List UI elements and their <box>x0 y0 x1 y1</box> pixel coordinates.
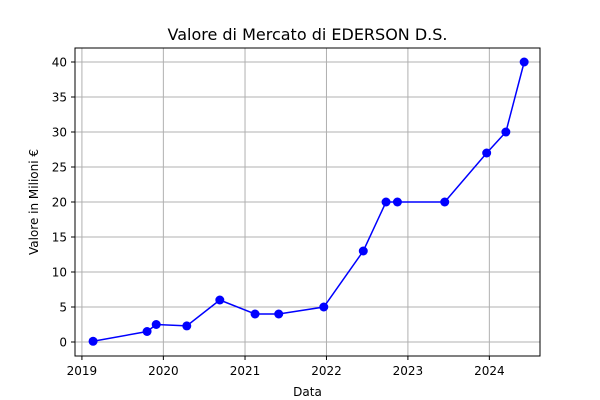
y-tick-label: 30 <box>52 126 67 140</box>
data-point-marker <box>501 127 511 137</box>
data-point-marker <box>392 197 402 207</box>
y-axis-title: Valore in Milioni € <box>27 149 41 255</box>
y-tick-label: 10 <box>52 266 67 280</box>
x-tick-label: 2024 <box>474 364 505 378</box>
data-point-marker <box>440 197 450 207</box>
y-tick-label: 5 <box>59 301 67 315</box>
y-tick-label: 40 <box>52 56 67 70</box>
y-tick-label: 25 <box>52 161 67 175</box>
data-point-marker <box>482 148 492 158</box>
x-axis-title: Data <box>293 385 322 399</box>
y-tick-label: 0 <box>59 336 67 350</box>
axis-ticks: 2019 2020 2021 2022 2023 2024 0 5 10 15 20 25 30 35 40 <box>52 56 505 379</box>
y-tick-label: 35 <box>52 91 67 105</box>
data-point-marker <box>151 320 161 329</box>
y-tick-label: 15 <box>52 231 67 245</box>
x-tick-label: 2021 <box>230 364 261 378</box>
data-point-marker <box>274 309 284 319</box>
data-point-marker <box>519 57 529 67</box>
x-tick-label: 2022 <box>311 364 342 378</box>
data-point-marker <box>215 295 225 305</box>
x-tick-label: 2019 <box>67 364 98 378</box>
data-point-marker <box>142 327 152 336</box>
chart-title: Valore di Mercato di EDERSON D.S. <box>167 25 447 44</box>
data-point-marker <box>250 309 260 319</box>
data-point-marker <box>358 246 368 256</box>
data-point-marker <box>182 321 192 331</box>
x-tick-label: 2020 <box>148 364 179 378</box>
x-tick-label: 2023 <box>393 364 424 378</box>
data-point-marker <box>88 336 98 346</box>
y-tick-label: 20 <box>52 196 67 210</box>
data-point-marker <box>319 302 329 312</box>
data-point-marker <box>381 197 391 207</box>
data-points <box>88 57 529 346</box>
